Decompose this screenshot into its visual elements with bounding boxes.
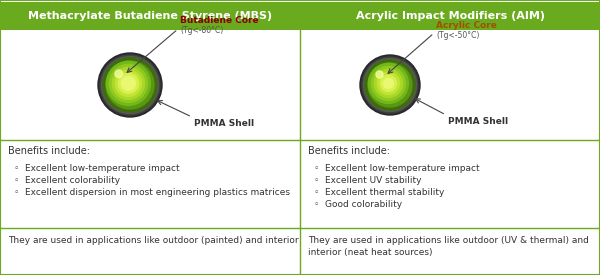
Text: ◦  Excellent colorability: ◦ Excellent colorability — [14, 176, 120, 185]
Circle shape — [118, 73, 139, 94]
Text: Benefits include:: Benefits include: — [308, 146, 390, 156]
Text: ◦  Good colorability: ◦ Good colorability — [314, 200, 402, 209]
Text: PMMA Shell: PMMA Shell — [448, 117, 508, 126]
Text: Acrylic Impact Modifiers (AIM): Acrylic Impact Modifiers (AIM) — [355, 11, 545, 21]
Text: They are used in applications like outdoor (painted) and interior: They are used in applications like outdo… — [8, 236, 299, 245]
Circle shape — [383, 78, 394, 88]
Circle shape — [121, 76, 136, 90]
Text: Methacrylate Butadiene Styrene (MBS): Methacrylate Butadiene Styrene (MBS) — [28, 11, 272, 21]
Text: ◦  Excellent low-temperature impact: ◦ Excellent low-temperature impact — [314, 164, 479, 173]
Text: Butadiene Core: Butadiene Core — [180, 16, 259, 25]
Bar — [0, 2, 600, 30]
Text: Acrylic Core: Acrylic Core — [436, 21, 497, 30]
Circle shape — [364, 59, 416, 111]
Circle shape — [360, 55, 420, 115]
Circle shape — [109, 64, 148, 102]
Circle shape — [115, 70, 142, 97]
Text: Benefits include:: Benefits include: — [8, 146, 90, 156]
Circle shape — [98, 53, 162, 117]
Text: PMMA Shell: PMMA Shell — [194, 119, 254, 128]
Circle shape — [101, 56, 158, 114]
Circle shape — [376, 71, 383, 78]
Circle shape — [377, 72, 400, 94]
Text: ◦  Excellent low-temperature impact: ◦ Excellent low-temperature impact — [14, 164, 179, 173]
Text: ◦  Excellent dispersion in most engineering plastics matrices: ◦ Excellent dispersion in most engineeri… — [14, 188, 290, 197]
Circle shape — [115, 70, 122, 78]
Circle shape — [371, 66, 406, 100]
Circle shape — [112, 67, 145, 99]
Bar — [0, 30, 600, 140]
Circle shape — [106, 61, 154, 109]
Circle shape — [380, 75, 397, 91]
Circle shape — [106, 61, 151, 105]
Text: ◦  Excellent thermal stability: ◦ Excellent thermal stability — [314, 188, 445, 197]
Circle shape — [103, 58, 157, 112]
Circle shape — [374, 69, 403, 97]
Circle shape — [368, 64, 409, 103]
Circle shape — [362, 57, 418, 113]
Text: They are used in applications like outdoor (UV & thermal) and
interior (neat hea: They are used in applications like outdo… — [308, 236, 589, 257]
Text: (Tg<-50°C): (Tg<-50°C) — [436, 31, 479, 40]
Circle shape — [100, 55, 160, 115]
Text: ◦  Excellent UV stability: ◦ Excellent UV stability — [314, 176, 421, 185]
Circle shape — [368, 63, 412, 107]
Circle shape — [365, 60, 415, 110]
Text: (Tg<-80°C): (Tg<-80°C) — [180, 26, 223, 35]
